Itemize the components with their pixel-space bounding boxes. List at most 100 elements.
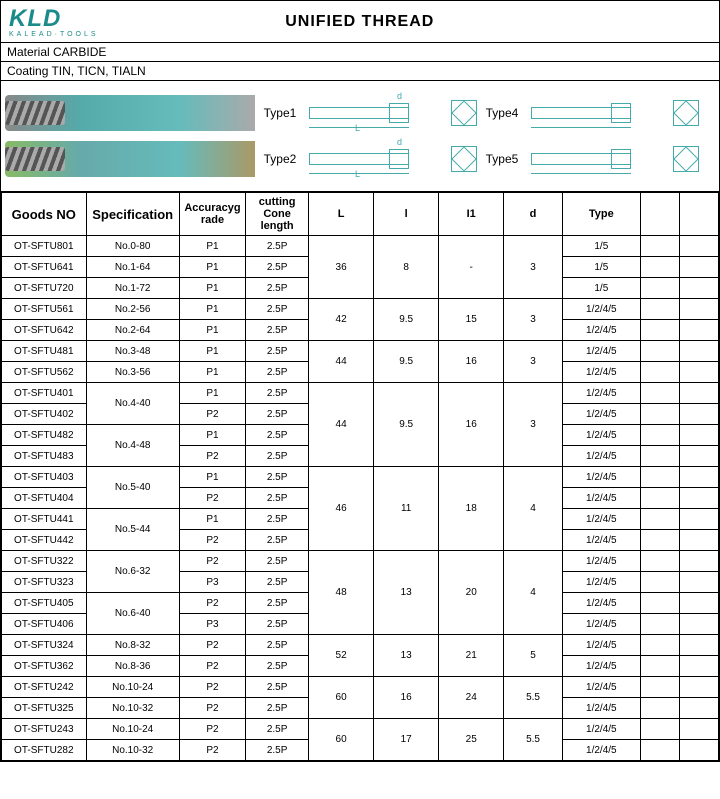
cell-acc: P1 — [179, 362, 245, 383]
cell-blank1 — [640, 593, 679, 614]
cell-type: 1/2/4/5 — [562, 299, 640, 320]
cell-spec: No.5-40 — [86, 467, 179, 509]
cell-blank1 — [640, 404, 679, 425]
cell-blank1 — [640, 572, 679, 593]
cell-cut: 2.5P — [246, 257, 309, 278]
cell-goods: OT-SFTU483 — [2, 446, 87, 467]
cell-cut: 2.5P — [246, 236, 309, 257]
cell-spec: No.1-72 — [86, 278, 179, 299]
cell-L: 44 — [309, 341, 374, 383]
cell-blank1 — [640, 362, 679, 383]
cell-blank2 — [679, 551, 718, 572]
cell-L: 42 — [309, 299, 374, 341]
type2-diagram: d L — [305, 139, 445, 179]
cell-acc: P1 — [179, 341, 245, 362]
th-blank1 — [640, 193, 679, 236]
cell-goods: OT-SFTU801 — [2, 236, 87, 257]
cell-d: 5.5 — [504, 677, 563, 719]
cell-type: 1/2/4/5 — [562, 740, 640, 761]
cell-type: 1/5 — [562, 278, 640, 299]
cell-L: 36 — [309, 236, 374, 299]
cell-acc: P3 — [179, 614, 245, 635]
cell-spec: No.0-80 — [86, 236, 179, 257]
cell-blank1 — [640, 383, 679, 404]
cell-cut: 2.5P — [246, 677, 309, 698]
cell-l: 11 — [374, 467, 439, 551]
th-I1: I1 — [439, 193, 504, 236]
cell-cut: 2.5P — [246, 635, 309, 656]
cell-goods: OT-SFTU243 — [2, 719, 87, 740]
cell-L: 48 — [309, 551, 374, 635]
cell-goods: OT-SFTU401 — [2, 383, 87, 404]
cell-blank1 — [640, 236, 679, 257]
cell-blank2 — [679, 614, 718, 635]
tool-image-1 — [5, 95, 255, 131]
cell-cut: 2.5P — [246, 509, 309, 530]
cell-blank2 — [679, 341, 718, 362]
cell-I1: 25 — [439, 719, 504, 761]
table-row: OT-SFTU242No.10-24P22.5P6016245.51/2/4/5 — [2, 677, 719, 698]
type5-section — [673, 146, 699, 172]
cell-cut: 2.5P — [246, 320, 309, 341]
cell-blank2 — [679, 509, 718, 530]
diagrams-panel: Type1 d L Type4 Type2 — [1, 80, 719, 192]
cell-blank2 — [679, 593, 718, 614]
cell-cut: 2.5P — [246, 530, 309, 551]
cell-blank2 — [679, 719, 718, 740]
cell-blank1 — [640, 740, 679, 761]
cell-cut: 2.5P — [246, 488, 309, 509]
cell-I1: 20 — [439, 551, 504, 635]
cell-acc: P3 — [179, 572, 245, 593]
cell-blank1 — [640, 551, 679, 572]
cell-blank2 — [679, 299, 718, 320]
th-L: L — [309, 193, 374, 236]
header: KLD KALEAD·TOOLS UNIFIED THREAD — [1, 1, 719, 42]
cell-I1: 15 — [439, 299, 504, 341]
cell-type: 1/2/4/5 — [562, 383, 640, 404]
cell-blank2 — [679, 278, 718, 299]
cell-goods: OT-SFTU642 — [2, 320, 87, 341]
cell-cut: 2.5P — [246, 341, 309, 362]
table-row: OT-SFTU243No.10-24P22.5P6017255.51/2/4/5 — [2, 719, 719, 740]
cell-cut: 2.5P — [246, 446, 309, 467]
cell-goods: OT-SFTU404 — [2, 488, 87, 509]
cell-acc: P2 — [179, 740, 245, 761]
cell-spec: No.3-56 — [86, 362, 179, 383]
cell-blank1 — [640, 635, 679, 656]
th-d: d — [504, 193, 563, 236]
cell-type: 1/2/4/5 — [562, 635, 640, 656]
cell-l: 13 — [374, 551, 439, 635]
cell-blank1 — [640, 425, 679, 446]
cell-goods: OT-SFTU720 — [2, 278, 87, 299]
cell-goods: OT-SFTU406 — [2, 614, 87, 635]
cell-goods: OT-SFTU325 — [2, 698, 87, 719]
cell-d: 3 — [504, 341, 563, 383]
cell-type: 1/2/4/5 — [562, 467, 640, 488]
page-title: UNIFIED THREAD — [99, 13, 621, 31]
type2-label: Type2 — [261, 152, 299, 166]
cell-spec: No.4-48 — [86, 425, 179, 467]
cell-spec: No.2-56 — [86, 299, 179, 320]
cell-goods: OT-SFTU562 — [2, 362, 87, 383]
cell-blank2 — [679, 740, 718, 761]
cell-spec: No.8-32 — [86, 635, 179, 656]
cell-L: 44 — [309, 383, 374, 467]
cell-goods: OT-SFTU362 — [2, 656, 87, 677]
cell-spec: No.10-24 — [86, 677, 179, 698]
cell-blank1 — [640, 320, 679, 341]
cell-acc: P1 — [179, 383, 245, 404]
cell-type: 1/5 — [562, 257, 640, 278]
tool-image-2 — [5, 141, 255, 177]
cell-I1: 24 — [439, 677, 504, 719]
cell-d: 4 — [504, 467, 563, 551]
cell-blank2 — [679, 257, 718, 278]
diag-d2: d — [397, 137, 402, 147]
cell-type: 1/2/4/5 — [562, 698, 640, 719]
cell-blank2 — [679, 698, 718, 719]
cell-I1: 16 — [439, 341, 504, 383]
cell-acc: P2 — [179, 698, 245, 719]
cell-blank2 — [679, 425, 718, 446]
cell-blank1 — [640, 509, 679, 530]
cell-acc: P1 — [179, 236, 245, 257]
cell-type: 1/2/4/5 — [562, 509, 640, 530]
